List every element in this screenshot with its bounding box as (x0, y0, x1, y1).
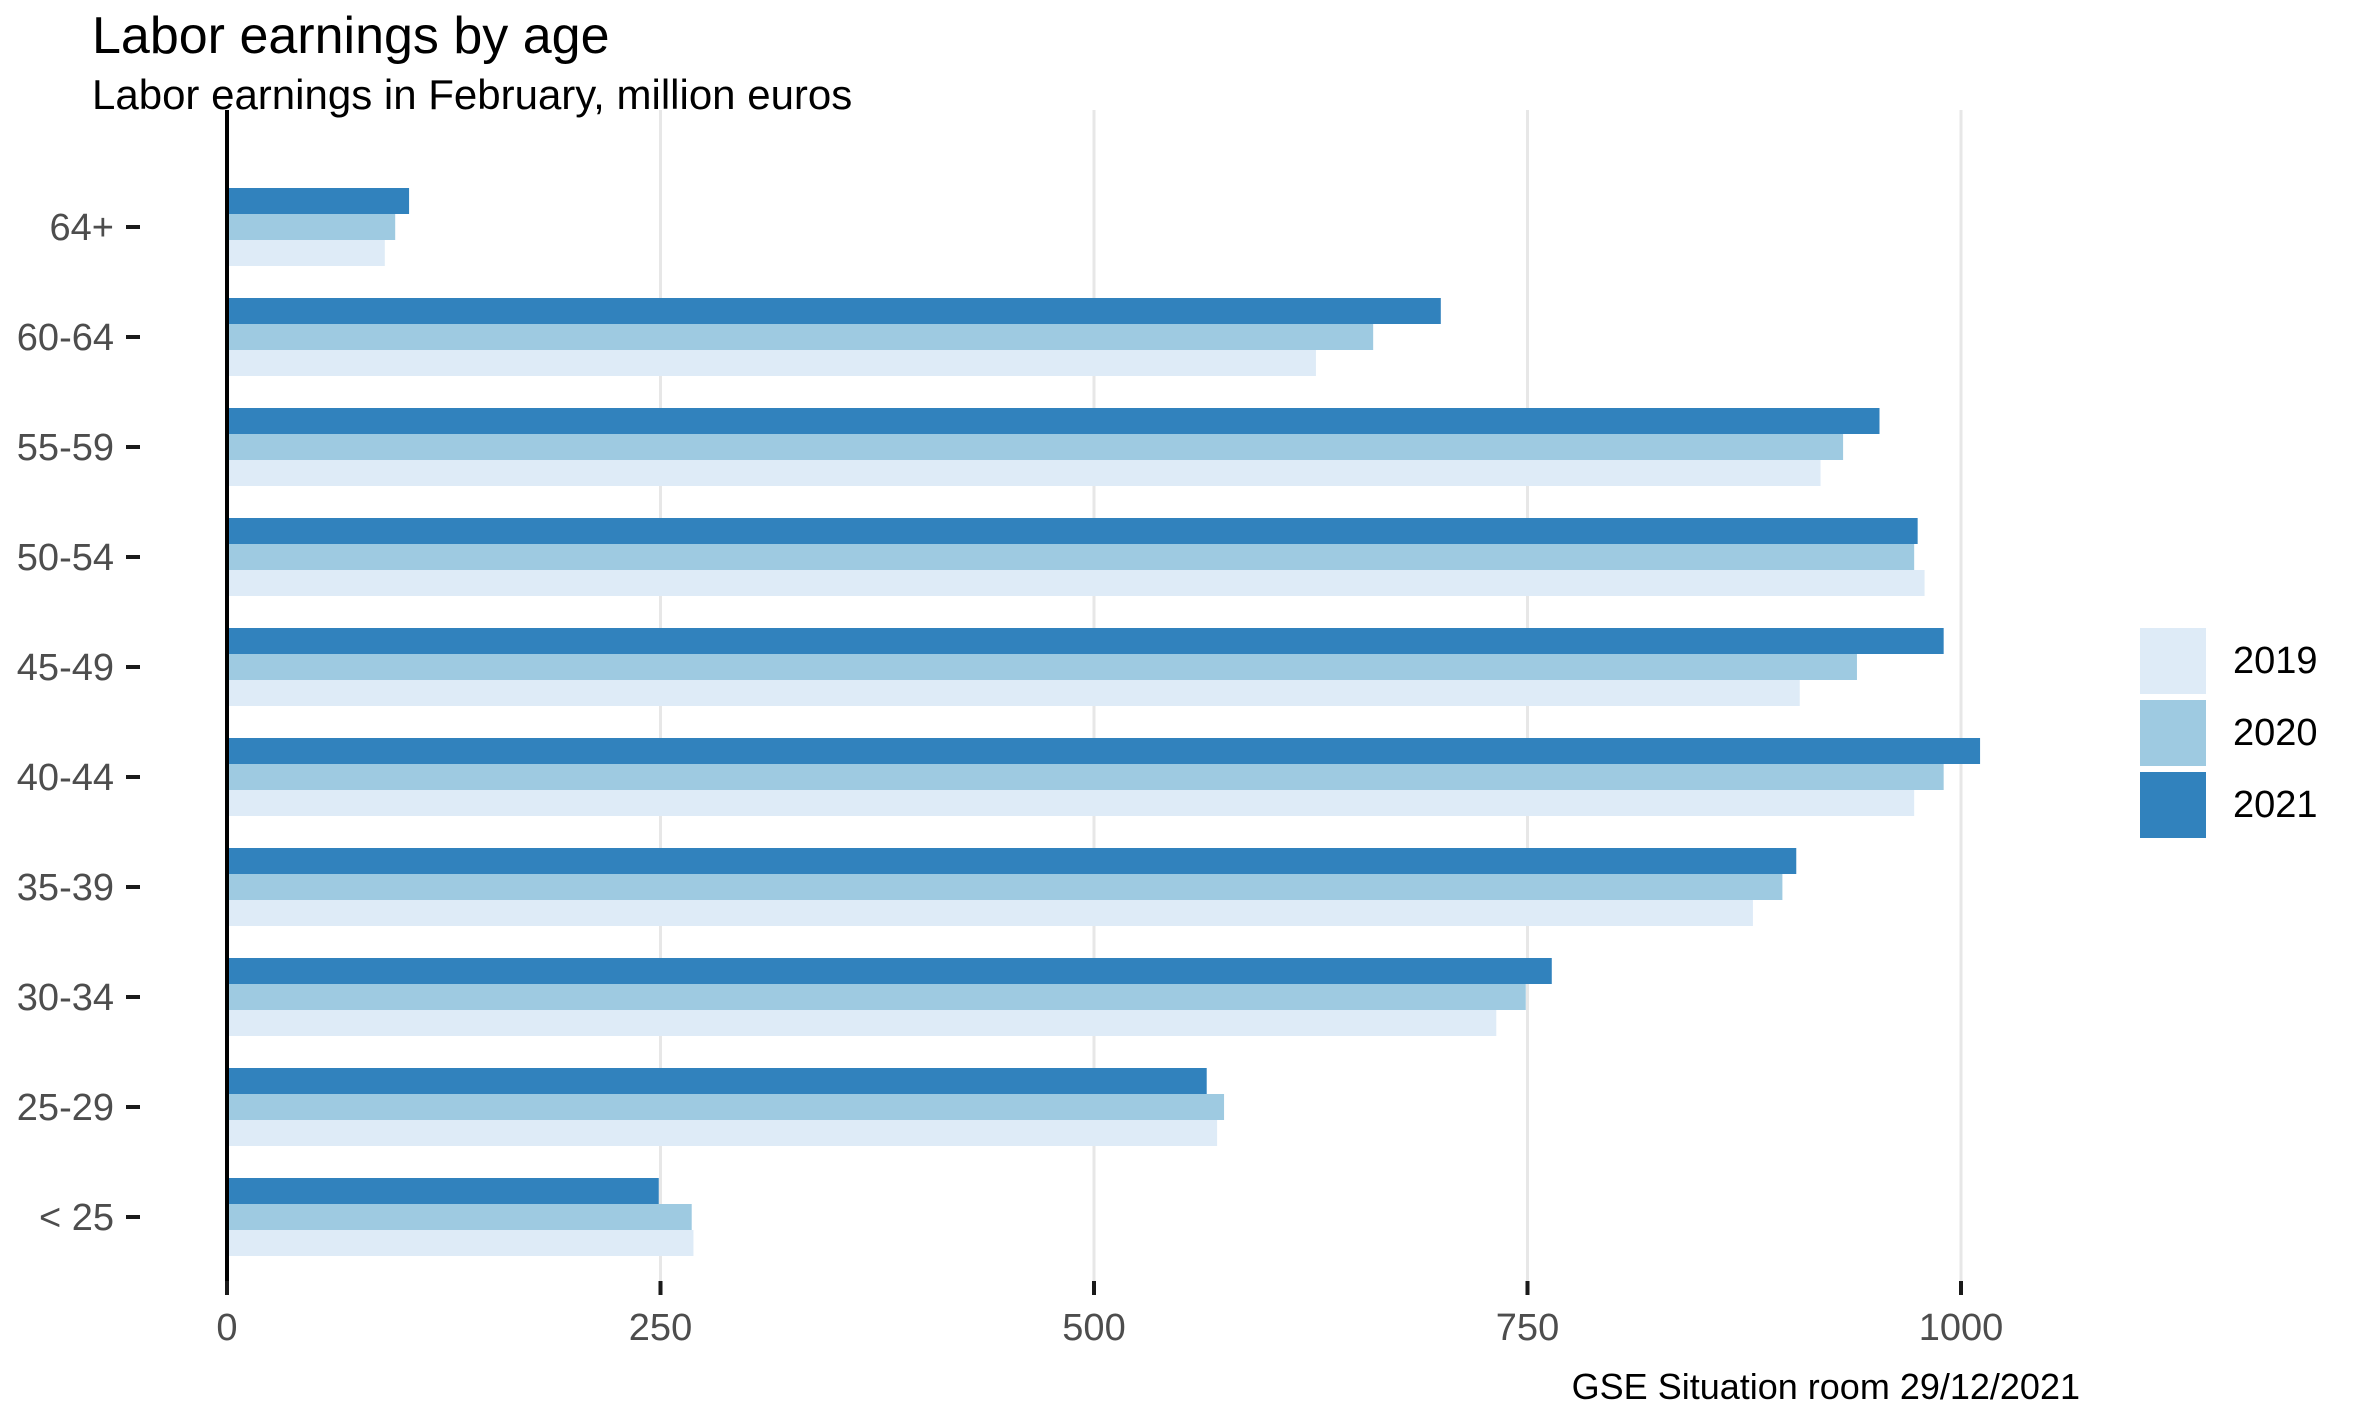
y-axis-label-64+: 64+ (50, 207, 114, 249)
bar-40-44-2021 (227, 738, 1981, 764)
bar-25-29-2021 (227, 1068, 1207, 1094)
bar-50-54-2021 (227, 518, 1918, 544)
legend-swatch-2019 (2140, 628, 2206, 694)
y-axis-label-35-39: 35-39 (17, 867, 114, 909)
bar-60-64-2020 (227, 324, 1374, 350)
bar-35-39-2021 (227, 848, 1797, 874)
bar-45-49-2019 (227, 680, 1800, 706)
y-axis-label-55-59: 55-59 (17, 427, 114, 469)
bar-35-39-2020 (227, 874, 1783, 900)
bar-64+-2019 (227, 240, 385, 266)
chart-title: Labor earnings by age (92, 7, 610, 65)
bar-35-39-2019 (227, 900, 1753, 926)
legend-item-2020: 2020 (2140, 700, 2360, 766)
bar-30-34-2021 (227, 958, 1552, 984)
bar-< 25-2020 (227, 1204, 692, 1230)
y-axis-label-45-49: 45-49 (17, 647, 114, 689)
bar-< 25-2021 (227, 1178, 659, 1204)
x-axis-label-250: 250 (629, 1307, 692, 1349)
legend-swatch-2020 (2140, 700, 2206, 766)
bar-30-34-2020 (227, 984, 1526, 1010)
bar-60-64-2021 (227, 298, 1441, 324)
legend-label-2020: 2020 (2233, 711, 2318, 754)
bar-55-59-2021 (227, 408, 1880, 434)
y-axis-label-25-29: 25-29 (17, 1087, 114, 1129)
bar-64+-2021 (227, 188, 410, 214)
bar-60-64-2019 (227, 350, 1316, 376)
legend-label-2019: 2019 (2233, 639, 2318, 682)
bar-50-54-2019 (227, 570, 1925, 596)
legend-swatch-2021 (2140, 772, 2206, 838)
bar-25-29-2020 (227, 1094, 1225, 1120)
bar-45-49-2020 (227, 654, 1857, 680)
y-axis-label-60-64: 60-64 (17, 317, 114, 359)
bar-< 25-2019 (227, 1230, 694, 1256)
bar-64+-2020 (227, 214, 396, 240)
legend-item-2019: 2019 (2140, 628, 2360, 694)
y-axis-label-< 25: < 25 (39, 1197, 114, 1239)
y-axis-label-40-44: 40-44 (17, 757, 114, 799)
bar-55-59-2020 (227, 434, 1844, 460)
bar-45-49-2021 (227, 628, 1944, 654)
x-axis-label-500: 500 (1062, 1307, 1125, 1349)
bar-25-29-2019 (227, 1120, 1218, 1146)
bar-40-44-2019 (227, 790, 1915, 816)
legend-label-2021: 2021 (2233, 783, 2318, 826)
legend-item-2021: 2021 (2140, 772, 2360, 838)
bar-50-54-2020 (227, 544, 1915, 570)
y-axis-label-30-34: 30-34 (17, 977, 114, 1019)
x-axis-label-750: 750 (1496, 1307, 1559, 1349)
bar-55-59-2019 (227, 460, 1821, 486)
y-axis-label-50-54: 50-54 (17, 537, 114, 579)
bar-30-34-2019 (227, 1010, 1497, 1036)
chart-subtitle: Labor earnings in February, million euro… (92, 71, 853, 118)
x-axis-label-0: 0 (216, 1307, 237, 1349)
x-axis-label-1000: 1000 (1919, 1307, 2004, 1349)
chart-caption: GSE Situation room 29/12/2021 (1571, 1366, 2080, 1407)
legend: 2019 2020 2021 (2140, 628, 2360, 844)
bar-40-44-2020 (227, 764, 1944, 790)
